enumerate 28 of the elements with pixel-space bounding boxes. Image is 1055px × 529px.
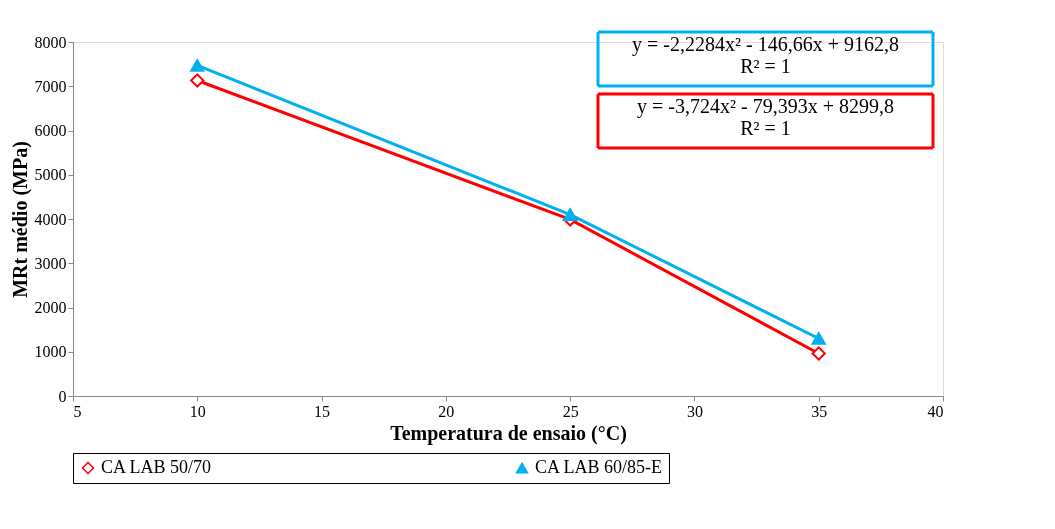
- y-tick-label: 5000: [34, 166, 67, 184]
- legend-label: CA LAB 50/70: [101, 457, 212, 477]
- x-tick-label: 35: [811, 402, 828, 420]
- y-tick-label: 1000: [34, 343, 67, 361]
- x-tick-label: 30: [686, 402, 703, 420]
- x-tick-label: 10: [189, 402, 206, 420]
- annotation: y = -3,724x² - 79,393x + 8299,8 R² = 1: [637, 95, 894, 139]
- x-tick-label: 20: [438, 402, 455, 420]
- y-axis-title: MRt médio (MPa): [8, 141, 32, 298]
- y-tick-label: 8000: [34, 33, 67, 51]
- y-tick-label: 3000: [34, 254, 67, 272]
- y-tick-label: 6000: [34, 122, 67, 139]
- x-axis-title: Temperatura de ensaio (°C): [390, 421, 627, 445]
- y-tick-label: 0: [58, 387, 67, 405]
- point: [563, 208, 578, 221]
- legend-label: CA LAB 60/85-E: [535, 457, 663, 477]
- point: [811, 332, 826, 345]
- point: [190, 59, 205, 72]
- point: [190, 73, 205, 88]
- x-tick-label: 15: [314, 402, 331, 420]
- x-tick-label: 40: [927, 402, 944, 420]
- point: [811, 346, 826, 361]
- x-tick-label: 25: [562, 402, 579, 420]
- y-tick-label: 2000: [34, 299, 67, 316]
- y-tick-label: 7000: [34, 77, 67, 95]
- y-tick-label: 4000: [34, 210, 67, 228]
- annotation: y = -2,2284x² - 146,66x + 9162,8 R² = 1: [632, 33, 899, 77]
- x-tick-label: 5: [73, 402, 82, 420]
